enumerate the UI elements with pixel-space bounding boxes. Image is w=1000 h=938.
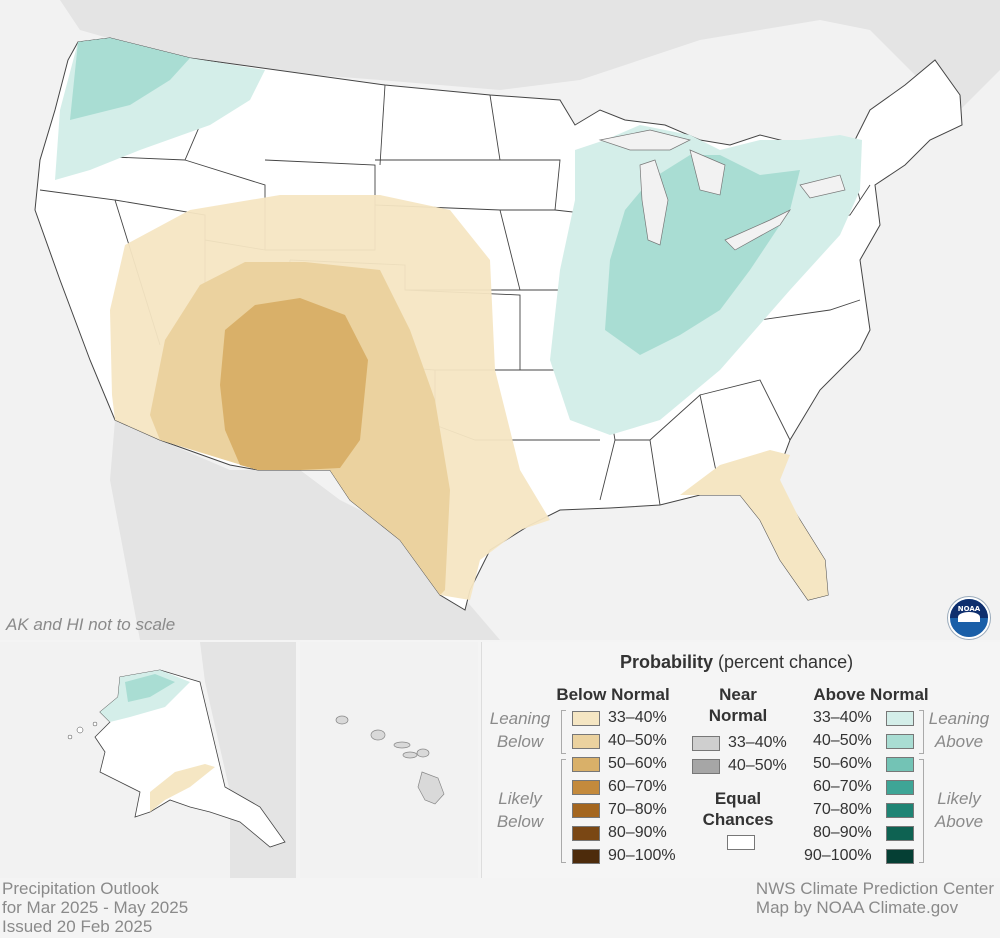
- swatch-below-40-50: [572, 734, 600, 749]
- legend-near-33-40: 33–40%: [728, 734, 787, 751]
- legend-above-70-80: 70–80%: [813, 801, 872, 818]
- swatch-above-90-100: [886, 849, 914, 864]
- equal-chances-label: Equal Chances: [702, 789, 774, 829]
- main-map: AK and HI not to scale NOAA: [6, 0, 1000, 640]
- below-normal-heading: Below Normal: [556, 685, 670, 704]
- legend-above-40-50: 40–50%: [813, 732, 872, 749]
- alaska-map: [67, 642, 296, 878]
- legend-below-50-60: 50–60%: [608, 755, 667, 772]
- leaning-below-bracket: [561, 710, 566, 754]
- credits: NWS Climate Prediction Center Map by NOA…: [756, 879, 994, 917]
- swatch-near-40-50: [692, 759, 720, 774]
- legend-below-70-80: 70–80%: [608, 801, 667, 818]
- scale-note: AK and HI not to scale: [6, 615, 176, 634]
- great-lakes: [598, 129, 846, 251]
- credit-climate-gov: Map by NOAA Climate.gov: [755, 898, 959, 917]
- alaska-landmass: [94, 669, 286, 848]
- likely-below-label: Likely Below: [496, 789, 544, 831]
- legend-above-80-90: 80–90%: [813, 824, 872, 841]
- legend-above-60-70: 60–70%: [813, 778, 872, 795]
- swatch-above-80-90: [886, 826, 914, 841]
- leaning-above-label: Leaning Above: [928, 709, 990, 751]
- hawaii-islands: [335, 715, 445, 805]
- alaska-inset: [0, 642, 296, 878]
- leaning-above-bracket: [919, 710, 924, 754]
- mexico-landmass: [110, 420, 500, 640]
- aleutian-islands: [67, 721, 98, 740]
- region-leaning-below-33-40-florida: [680, 450, 828, 600]
- swatch-below-80-90: [572, 826, 600, 841]
- region-leaning-above-40-50-northwest: [70, 38, 190, 120]
- swatch-below-90-100: [572, 849, 600, 864]
- alaska-leaning-above-40-50: [125, 674, 175, 702]
- legend-below-90-100: 90–100%: [608, 847, 676, 864]
- hawaii-map: [335, 715, 445, 805]
- leaning-below-label: Leaning Below: [489, 709, 551, 751]
- legend-below-60-70: 60–70%: [608, 778, 667, 795]
- outlook-issued: Issued 20 Feb 2025: [2, 917, 153, 936]
- legend: Probability (percent chance) Below Norma…: [481, 642, 1000, 878]
- swatch-equal-chances: [727, 835, 755, 850]
- near-normal-heading: Near Normal: [708, 685, 768, 725]
- legend-near-40-50: 40–50%: [728, 757, 787, 774]
- swatch-near-33-40: [692, 736, 720, 751]
- outlook-period: for Mar 2025 - May 2025: [2, 898, 189, 917]
- outlook-title: Precipitation Outlook: [2, 879, 159, 898]
- likely-above-bracket: [919, 759, 924, 863]
- credit-cpc: NWS Climate Prediction Center: [755, 879, 994, 898]
- hawaii-inset: [300, 642, 478, 878]
- swatch-above-60-70: [886, 780, 914, 795]
- swatch-below-50-60: [572, 757, 600, 772]
- swatch-below-70-80: [572, 803, 600, 818]
- region-likely-below-50-60: [220, 298, 368, 470]
- swatch-above-40-50: [886, 734, 914, 749]
- swatch-above-50-60: [886, 757, 914, 772]
- swatch-below-60-70: [572, 780, 600, 795]
- legend-above-90-100: 90–100%: [804, 847, 872, 864]
- above-normal-heading: Above Normal: [813, 685, 929, 704]
- likely-below-bracket: [561, 759, 566, 863]
- likely-above-label: Likely Above: [934, 789, 984, 831]
- canada-landmass: [60, 0, 1000, 110]
- legend-below-80-90: 80–90%: [608, 824, 667, 841]
- legend-title: Probability (percent chance): [620, 652, 854, 672]
- swatch-below-33-40: [572, 711, 600, 726]
- outlook-info: Precipitation Outlook for Mar 2025 - May…: [2, 879, 188, 936]
- noaa-logo: NOAA: [948, 597, 990, 639]
- legend-above-50-60: 50–60%: [813, 755, 872, 772]
- canada-near-alaska: [200, 642, 296, 878]
- legend-above-33-40: 33–40%: [813, 709, 872, 726]
- contiguous-us-map: [34, 0, 1000, 640]
- legend-below-40-50: 40–50%: [608, 732, 667, 749]
- swatch-above-70-80: [886, 803, 914, 818]
- legend-below-33-40: 33–40%: [608, 709, 667, 726]
- swatch-above-33-40: [886, 711, 914, 726]
- alaska-leaning-below-33-40: [150, 764, 215, 812]
